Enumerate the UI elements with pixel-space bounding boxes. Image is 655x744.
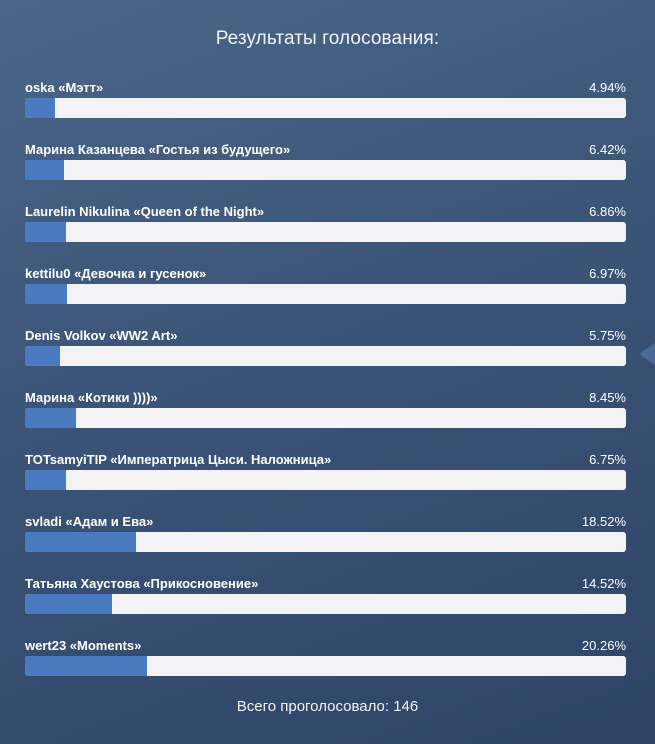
results-list: oska «Мэтт» 4.94% Марина Казанцева «Гост… [25,80,626,700]
result-bar-fill [25,346,60,366]
result-bar-track [25,160,626,180]
result-item: oska «Мэтт» 4.94% [25,80,626,142]
result-percent: 6.42% [589,142,626,157]
result-percent: 14.52% [581,576,626,591]
result-percent: 18.52% [581,514,626,529]
poll-title: Результаты голосования: [215,28,440,49]
result-header: Laurelin Nikulina «Queen of the Night» 6… [25,204,626,222]
result-bar-track [25,532,626,552]
result-label: Laurelin Nikulina «Queen of the Night» [25,204,265,219]
result-bar-track [25,346,626,366]
result-item: kettilu0 «Девочка и гусенок» 6.97% [25,266,626,328]
result-label: oska «Мэтт» [25,80,104,95]
result-bar-track [25,656,626,676]
result-label: svladi «Адам и Ева» [25,514,154,529]
result-label: kettilu0 «Девочка и гусенок» [25,266,207,281]
result-percent: 6.75% [589,452,626,467]
result-bar-track [25,98,626,118]
result-percent: 8.45% [589,390,626,405]
result-bar-fill [25,470,66,490]
result-label: wert23 «Moments» [25,638,142,653]
result-bar-track [25,470,626,490]
result-label: Denis Volkov «WW2 Art» [25,328,178,343]
result-header: Марина Казанцева «Гостья из будущего» 6.… [25,142,626,160]
result-header: wert23 «Moments» 20.26% [25,638,626,656]
result-bar-fill [25,408,76,428]
result-bar-fill [25,98,55,118]
result-label: Марина «Котики ))))» [25,390,158,405]
result-bar-track [25,284,626,304]
result-item: svladi «Адам и Ева» 18.52% [25,514,626,576]
result-item: Марина Казанцева «Гостья из будущего» 6.… [25,142,626,204]
result-item: wert23 «Moments» 20.26% [25,638,626,700]
result-percent: 6.97% [589,266,626,281]
result-header: TOTsamyiTIP «Императрица Цыси. Наложница… [25,452,626,470]
left-arrow-icon[interactable] [639,343,655,365]
result-label: Марина Казанцева «Гостья из будущего» [25,142,291,157]
result-header: kettilu0 «Девочка и гусенок» 6.97% [25,266,626,284]
result-percent: 20.26% [581,638,626,653]
result-item: Марина «Котики ))))» 8.45% [25,390,626,452]
result-item: Denis Volkov «WW2 Art» 5.75% [25,328,626,390]
result-bar-fill [25,284,67,304]
result-bar-fill [25,532,137,552]
result-header: Denis Volkov «WW2 Art» 5.75% [25,328,626,346]
result-bar-fill [25,594,113,614]
result-item: TOTsamyiTIP «Императрица Цыси. Наложница… [25,452,626,514]
result-header: svladi «Адам и Ева» 18.52% [25,514,626,532]
result-header: Татьяна Хаустова «Прикосновение» 14.52% [25,576,626,594]
result-percent: 6.86% [589,204,626,219]
result-bar-fill [25,656,147,676]
result-bar-track [25,594,626,614]
result-label: Татьяна Хаустова «Прикосновение» [25,576,259,591]
result-bar-fill [25,222,67,242]
result-bar-fill [25,160,64,180]
result-percent: 5.75% [589,328,626,343]
result-item: Laurelin Nikulina «Queen of the Night» 6… [25,204,626,266]
result-label: TOTsamyiTIP «Императрица Цыси. Наложница… [25,452,332,467]
result-bar-track [25,222,626,242]
result-header: Марина «Котики ))))» 8.45% [25,390,626,408]
total-votes: Всего проголосовало: 146 [236,698,419,715]
result-header: oska «Мэтт» 4.94% [25,80,626,98]
result-percent: 4.94% [589,80,626,95]
result-item: Татьяна Хаустова «Прикосновение» 14.52% [25,576,626,638]
result-bar-track [25,408,626,428]
